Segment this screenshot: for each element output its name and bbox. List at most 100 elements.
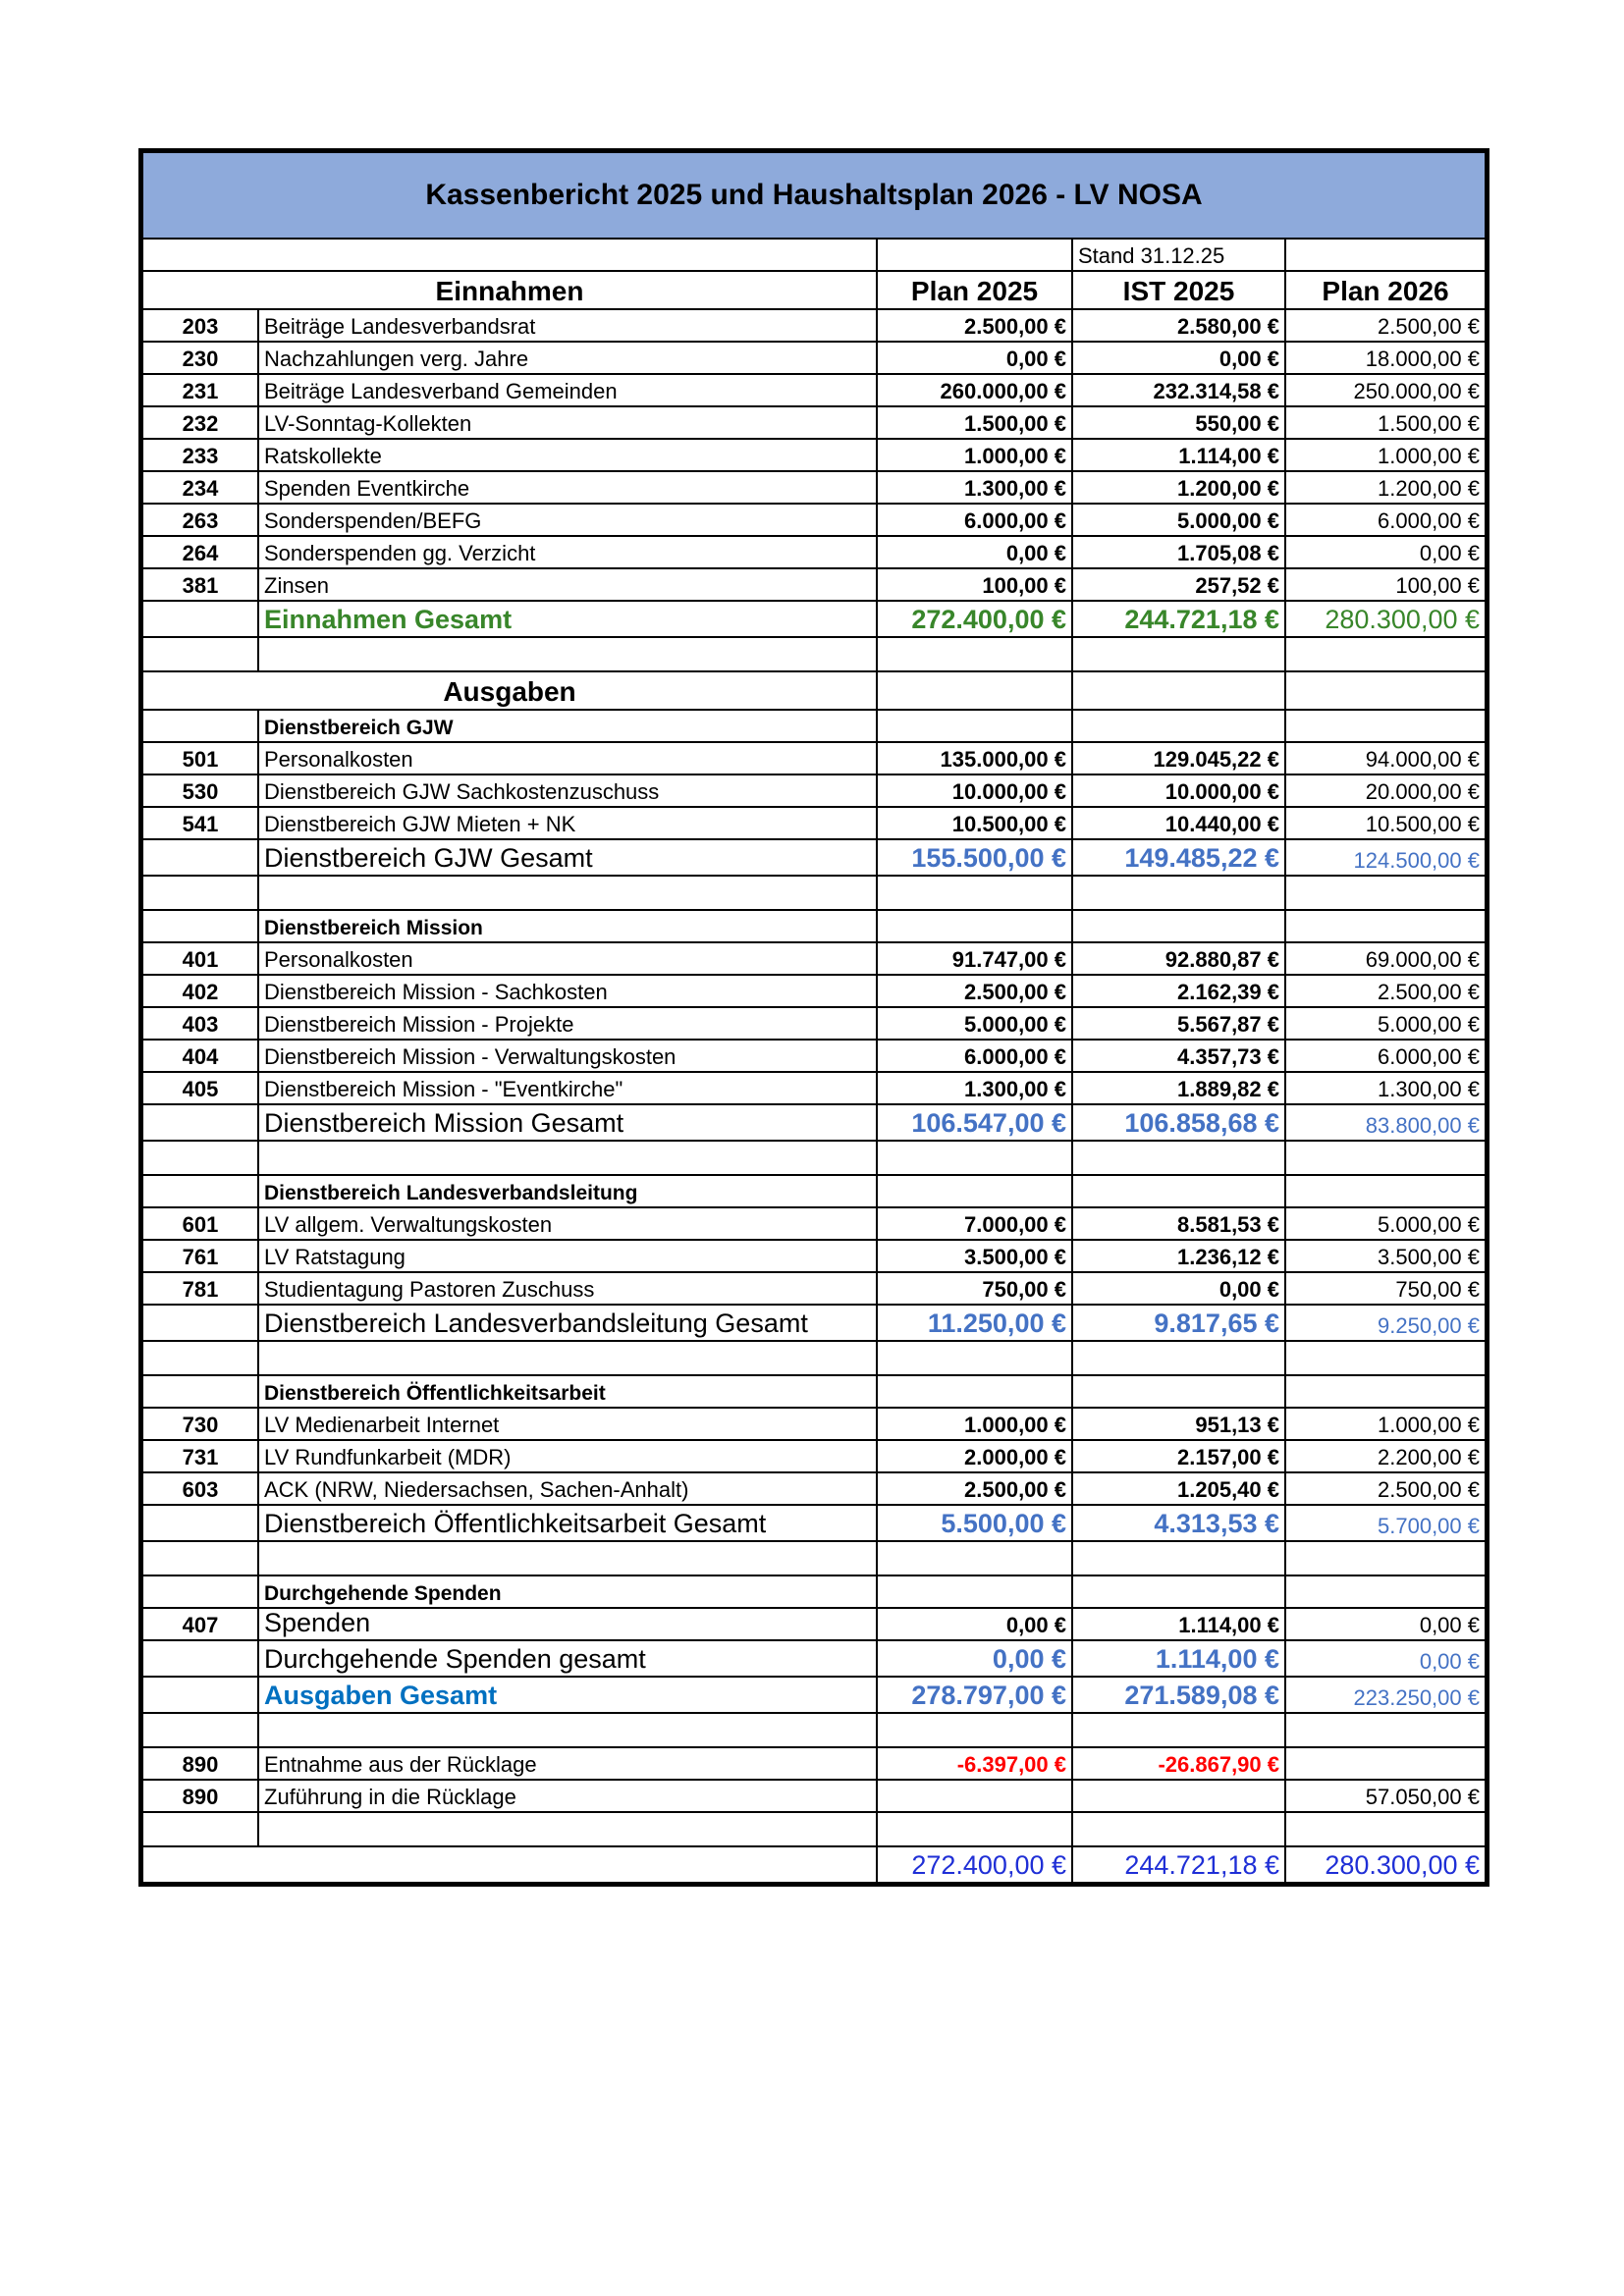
value-ist-2025: 1.114,00 € [1071,438,1286,472]
value-ist-2025: -26.867,90 € [1071,1746,1286,1781]
empty-cell [1284,709,1487,743]
value-ist-2025: 1.205,40 € [1071,1471,1286,1506]
empty-cell [141,1845,878,1884]
description: Dienstbereich Öffentlichkeitsarbeit [257,1374,878,1409]
account-code [141,600,259,638]
description: Studientagung Pastoren Zuschuss [257,1271,878,1306]
account-code: 403 [141,1006,259,1041]
account-code [141,709,259,743]
account-code: 203 [141,308,259,343]
description: Personalkosten [257,741,878,775]
empty-cell [1071,1174,1286,1208]
value-ist-2025: 1.236,12 € [1071,1239,1286,1273]
subtotal-row: Dienstbereich GJW Gesamt 155.500,00 €149.… [141,838,1487,877]
table-row: 601 LV allgem. Verwaltungskosten 7.000,00 … [141,1206,1487,1241]
value-plan-2026: 1.000,00 € [1284,438,1487,472]
value-plan-2025: 135.000,00 € [876,741,1073,775]
table-row: 781 Studientagung Pastoren Zuschuss 750,00… [141,1271,1487,1306]
blank-row [141,1540,1487,1576]
section-heading: Einnahmen [141,270,878,310]
value-plan-2025: 10.000,00 € [876,774,1073,808]
description: Beiträge Landesverband Gemeinden [257,373,878,407]
description: Zuführung in die Rücklage [257,1779,878,1813]
value-ist-2025: 244.721,18 € [1071,600,1286,638]
column-header-plan-2026 [1284,670,1487,711]
empty-cell [876,909,1073,943]
value-plan-2026: 0,00 € [1284,535,1487,569]
section-row: Dienstbereich GJW [141,709,1487,743]
stand-row: Stand 31.12.25 [141,238,1487,272]
value-plan-2026: 0,00 € [1284,1607,1487,1641]
empty-cell [1284,1374,1487,1409]
table-row: 404 Dienstbereich Mission - Verwaltungsko… [141,1039,1487,1073]
value-plan-2025: 10.500,00 € [876,806,1073,840]
account-code: 263 [141,503,259,537]
account-code: 781 [141,1271,259,1306]
empty-cell [1284,636,1487,672]
value-ist-2025: 4.313,53 € [1071,1504,1286,1542]
empty-cell [257,636,878,672]
value-ist-2025: 2.580,00 € [1071,308,1286,343]
value-plan-2026: 69.000,00 € [1284,941,1487,976]
empty-cell [1071,709,1286,743]
description: Ausgaben Gesamt [257,1676,878,1714]
empty-cell [876,1174,1073,1208]
description: Dienstbereich Mission - Sachkosten [257,974,878,1008]
account-code [141,1374,259,1409]
empty-cell [876,636,1073,672]
subtotal-row: Dienstbereich Mission Gesamt 106.547,00 €… [141,1103,1487,1142]
value-plan-2026: 9.250,00 € [1284,1304,1487,1342]
empty-cell [876,1575,1073,1609]
table-row: 203 Beiträge Landesverbandsrat 2.500,00 €2… [141,308,1487,343]
empty-cell [1071,1340,1286,1376]
empty-cell [1284,1174,1487,1208]
account-code: 230 [141,341,259,375]
account-code: 405 [141,1071,259,1105]
empty-cell [257,1140,878,1176]
value-plan-2026: 750,00 € [1284,1271,1487,1306]
section-row: Dienstbereich Mission [141,909,1487,943]
value-ist-2025: 1.889,82 € [1071,1071,1286,1105]
account-code: 401 [141,941,259,976]
value-plan-2026: 83.800,00 € [1284,1103,1487,1142]
value-plan-2026: 20.000,00 € [1284,774,1487,808]
description: Einnahmen Gesamt [257,600,878,638]
description: Dienstbereich Mission - Verwaltungskoste… [257,1039,878,1073]
table-row: 402 Dienstbereich Mission - Sachkosten 2.5… [141,974,1487,1008]
value-plan-2026: 100,00 € [1284,567,1487,602]
value-plan-2026: 18.000,00 € [1284,341,1487,375]
value-plan-2025: 5.000,00 € [876,1006,1073,1041]
description: Durchgehende Spenden [257,1575,878,1609]
empty-cell [1071,1712,1286,1748]
description: Dienstbereich Landesverbandsleitung Gesa… [257,1304,878,1342]
empty-cell [876,1540,1073,1576]
table-row: 731 LV Rundfunkarbeit (MDR) 2.000,00 €2.15… [141,1439,1487,1473]
value-plan-2026: 2.500,00 € [1284,1471,1487,1506]
empty-cell [1284,875,1487,911]
column-header-plan-2025 [876,670,1073,711]
table-row: 232 LV-Sonntag-Kollekten 1.500,00 €550,00 … [141,405,1487,440]
value-plan-2025: 260.000,00 € [876,373,1073,407]
description: Dienstbereich GJW Sachkostenzuschuss [257,774,878,808]
value-plan-2025: 6.000,00 € [876,1039,1073,1073]
value-plan-2026: 5.700,00 € [1284,1504,1487,1542]
description: LV Medienarbeit Internet [257,1407,878,1441]
value-plan-2025: 11.250,00 € [876,1304,1073,1342]
description: Dienstbereich Mission [257,909,878,943]
empty-cell [876,1811,1073,1847]
empty-cell [1071,1540,1286,1576]
description: Sonderspenden gg. Verzicht [257,535,878,569]
value-plan-2025: 2.500,00 € [876,1471,1073,1506]
stand-date: Stand 31.12.25 [1071,238,1286,272]
description: Nachzahlungen verg. Jahre [257,341,878,375]
section-row: Dienstbereich Landesverbandsleitung [141,1174,1487,1208]
description: Sonderspenden/BEFG [257,503,878,537]
empty-cell [141,636,259,672]
table-row: 603 ACK (NRW, Niedersachsen, Sachen-Anhal… [141,1471,1487,1506]
value-plan-2026: 280.300,00 € [1284,600,1487,638]
empty-cell [1284,1575,1487,1609]
account-code: 761 [141,1239,259,1273]
description: LV-Sonntag-Kollekten [257,405,878,440]
value-ist-2025: 2.157,00 € [1071,1439,1286,1473]
value-plan-2026: 57.050,00 € [1284,1779,1487,1813]
